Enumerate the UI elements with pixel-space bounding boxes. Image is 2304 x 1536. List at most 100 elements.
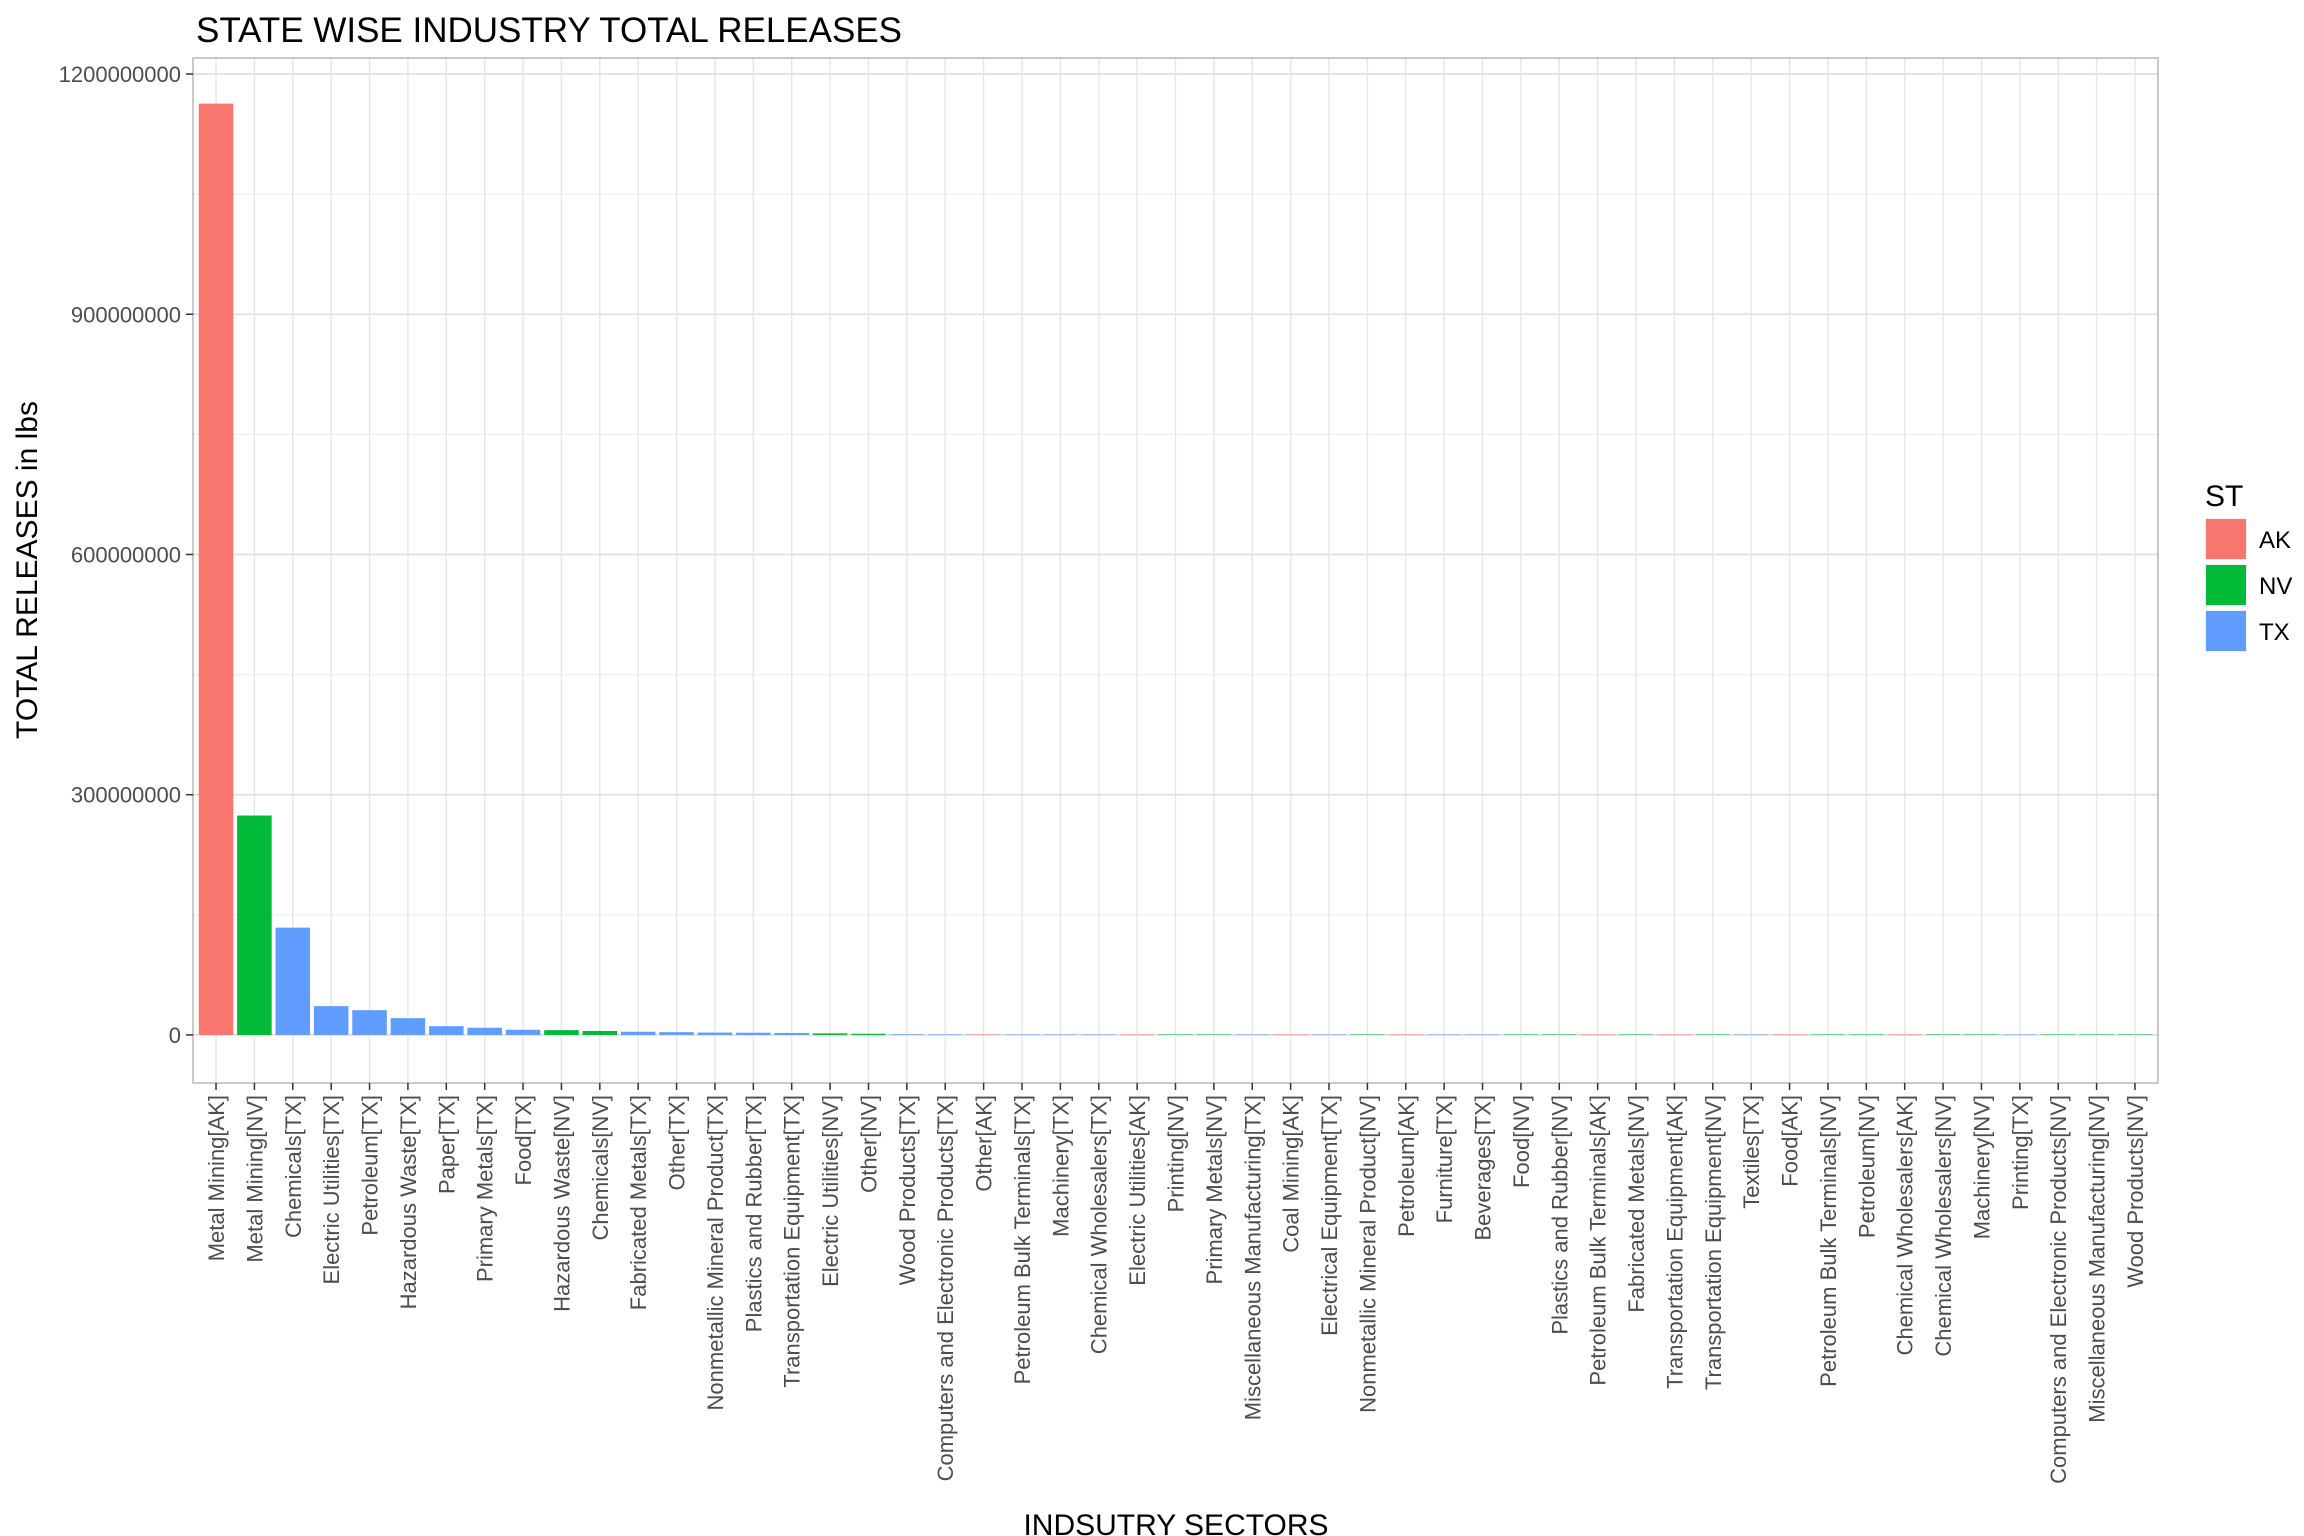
bar-22 xyxy=(1004,1034,1040,1035)
legend-label-ak: AK xyxy=(2259,527,2291,554)
bars xyxy=(198,103,2153,1035)
x-tick-label: Furniture[TX] xyxy=(1432,1095,1457,1223)
x-tick-label: Wood Products[TX] xyxy=(895,1095,920,1285)
bar-11 xyxy=(582,1030,618,1035)
x-tick-label: Computers and Electronic Products[NV] xyxy=(2046,1095,2071,1484)
bar-13 xyxy=(659,1032,694,1035)
bar-28 xyxy=(1234,1034,1270,1035)
x-tick-label: Chemical Wholesalers[NV] xyxy=(1931,1095,1956,1357)
x-tick-label: Fabricated Metals[TX] xyxy=(626,1095,651,1310)
bar-25 xyxy=(1119,1034,1155,1035)
bar-3 xyxy=(275,927,311,1035)
x-tick-label: Machinery[NV] xyxy=(1969,1095,1994,1239)
x-tick-label: Chemicals[NV] xyxy=(588,1095,613,1240)
bar-19 xyxy=(889,1034,925,1035)
x-tick-label: Food[AK] xyxy=(1778,1095,1803,1187)
bar-44 xyxy=(1849,1034,1884,1035)
x-tick-label: Computers and Electronic Products[TX] xyxy=(933,1095,958,1481)
x-tick-label: Transportation Equipment[NV] xyxy=(1701,1095,1726,1390)
y-axis: 0 300000000 600000000 900000000 1200000000 xyxy=(59,62,193,1048)
y-tick-label: 900000000 xyxy=(71,302,181,327)
x-tick-label: Paper[TX] xyxy=(434,1095,459,1194)
bar-34 xyxy=(1465,1034,1500,1035)
x-tick-label: Transportation Equipment[TX] xyxy=(780,1095,805,1388)
legend-title: ST xyxy=(2205,480,2243,513)
x-tick-label: Other[AK] xyxy=(972,1095,997,1192)
x-tick-label: Coal Mining[AK] xyxy=(1279,1095,1304,1253)
bar-21 xyxy=(966,1034,1001,1035)
x-tick-label: Chemical Wholesalers[TX] xyxy=(1087,1095,1112,1354)
bar-46 xyxy=(1925,1034,1961,1035)
legend-keys: AK NV TX xyxy=(2205,518,2292,652)
legend-swatch-tx xyxy=(2206,611,2246,651)
y-tick-label: 300000000 xyxy=(71,783,181,808)
x-tick-label: Chemicals[TX] xyxy=(281,1095,306,1238)
bar-27 xyxy=(1196,1034,1232,1035)
x-tick-label: Metal Mining[AK] xyxy=(204,1095,229,1261)
bar-31 xyxy=(1350,1034,1385,1035)
bar-24 xyxy=(1081,1034,1117,1035)
bar-5 xyxy=(352,1010,387,1035)
bar-14 xyxy=(697,1032,733,1035)
legend-swatch-nv xyxy=(2206,565,2246,605)
bar-47 xyxy=(1964,1034,1999,1035)
x-tick-label: Hazardous Waste[TX] xyxy=(396,1095,421,1309)
x-tick-label: Electric Utilities[NV] xyxy=(818,1095,843,1287)
x-tick-label: Electrical Equipment[TX] xyxy=(1317,1095,1342,1336)
bar-41 xyxy=(1733,1034,1769,1035)
bar-18 xyxy=(851,1033,886,1035)
chart-title: STATE WISE INDUSTRY TOTAL RELEASES xyxy=(196,11,902,50)
bar-15 xyxy=(736,1032,771,1035)
x-tick-label: Machinery[TX] xyxy=(1048,1095,1073,1237)
x-tick-label: Hazardous Waste[NV] xyxy=(549,1095,574,1312)
x-tick-label: Food[TX] xyxy=(511,1095,536,1185)
x-tick-label: Plastics and Rubber[NV] xyxy=(1547,1095,1572,1335)
x-tick-label: Electric Utilities[TX] xyxy=(319,1095,344,1284)
bar-33 xyxy=(1426,1034,1462,1035)
x-tick-label: Electric Utilities[AK] xyxy=(1125,1095,1150,1286)
legend-label-nv: NV xyxy=(2259,573,2292,600)
x-tick-label: Primary Metals[TX] xyxy=(473,1095,498,1282)
bar-4 xyxy=(313,1006,349,1035)
x-tick-label: Food[NV] xyxy=(1509,1095,1534,1188)
bar-45 xyxy=(1887,1034,1922,1035)
bar-38 xyxy=(1618,1034,1654,1035)
x-tick-label: Printing[NV] xyxy=(1164,1095,1189,1212)
y-tick-label: 1200000000 xyxy=(59,62,181,87)
bar-42 xyxy=(1772,1034,1807,1035)
bar-51 xyxy=(2117,1034,2153,1035)
x-tick-label: Nonmetallic Mineral Product[TX] xyxy=(703,1095,728,1410)
x-tick-label: Miscellaneous Manufacturing[NV] xyxy=(2085,1095,2110,1423)
x-tick-label: Petroleum[NV] xyxy=(1854,1095,1879,1238)
x-tick-label: Chemical Wholesalers[AK] xyxy=(1893,1095,1918,1355)
bar-29 xyxy=(1273,1034,1308,1035)
bar-30 xyxy=(1311,1034,1347,1035)
x-axis-title: INDSUTRY SECTORS xyxy=(1023,1509,1328,1536)
x-tick-label: Petroleum Bulk Terminals[NV] xyxy=(1816,1095,1841,1387)
bar-10 xyxy=(544,1030,579,1035)
bar-48 xyxy=(2002,1034,2038,1035)
bar-40 xyxy=(1695,1034,1731,1035)
x-tick-label: Wood Products[NV] xyxy=(2123,1095,2148,1288)
bar-39 xyxy=(1657,1034,1692,1035)
x-tick-label: Other[TX] xyxy=(665,1095,690,1190)
bar-43 xyxy=(1810,1034,1846,1035)
x-tick-label: Primary Metals[NV] xyxy=(1202,1095,1227,1284)
bar-17 xyxy=(812,1033,848,1035)
bar-23 xyxy=(1043,1034,1078,1035)
x-tick-label: Nonmetallic Mineral Product[NV] xyxy=(1355,1095,1380,1413)
bar-49 xyxy=(2040,1034,2076,1035)
bar-36 xyxy=(1542,1034,1577,1035)
bar-26 xyxy=(1158,1034,1193,1035)
legend: ST AK NV TX xyxy=(2205,480,2292,652)
bar-12 xyxy=(620,1031,656,1035)
legend-swatch-ak xyxy=(2206,519,2246,559)
x-tick-label: Other[NV] xyxy=(856,1095,881,1193)
x-tick-label: Petroleum Bulk Terminals[AK] xyxy=(1586,1095,1611,1386)
x-tick-label: Transportation Equipment[AK] xyxy=(1662,1095,1687,1389)
bar-32 xyxy=(1388,1034,1424,1035)
x-tick-label: Beverages[TX] xyxy=(1471,1095,1496,1241)
x-tick-label: Petroleum[AK] xyxy=(1394,1095,1419,1237)
